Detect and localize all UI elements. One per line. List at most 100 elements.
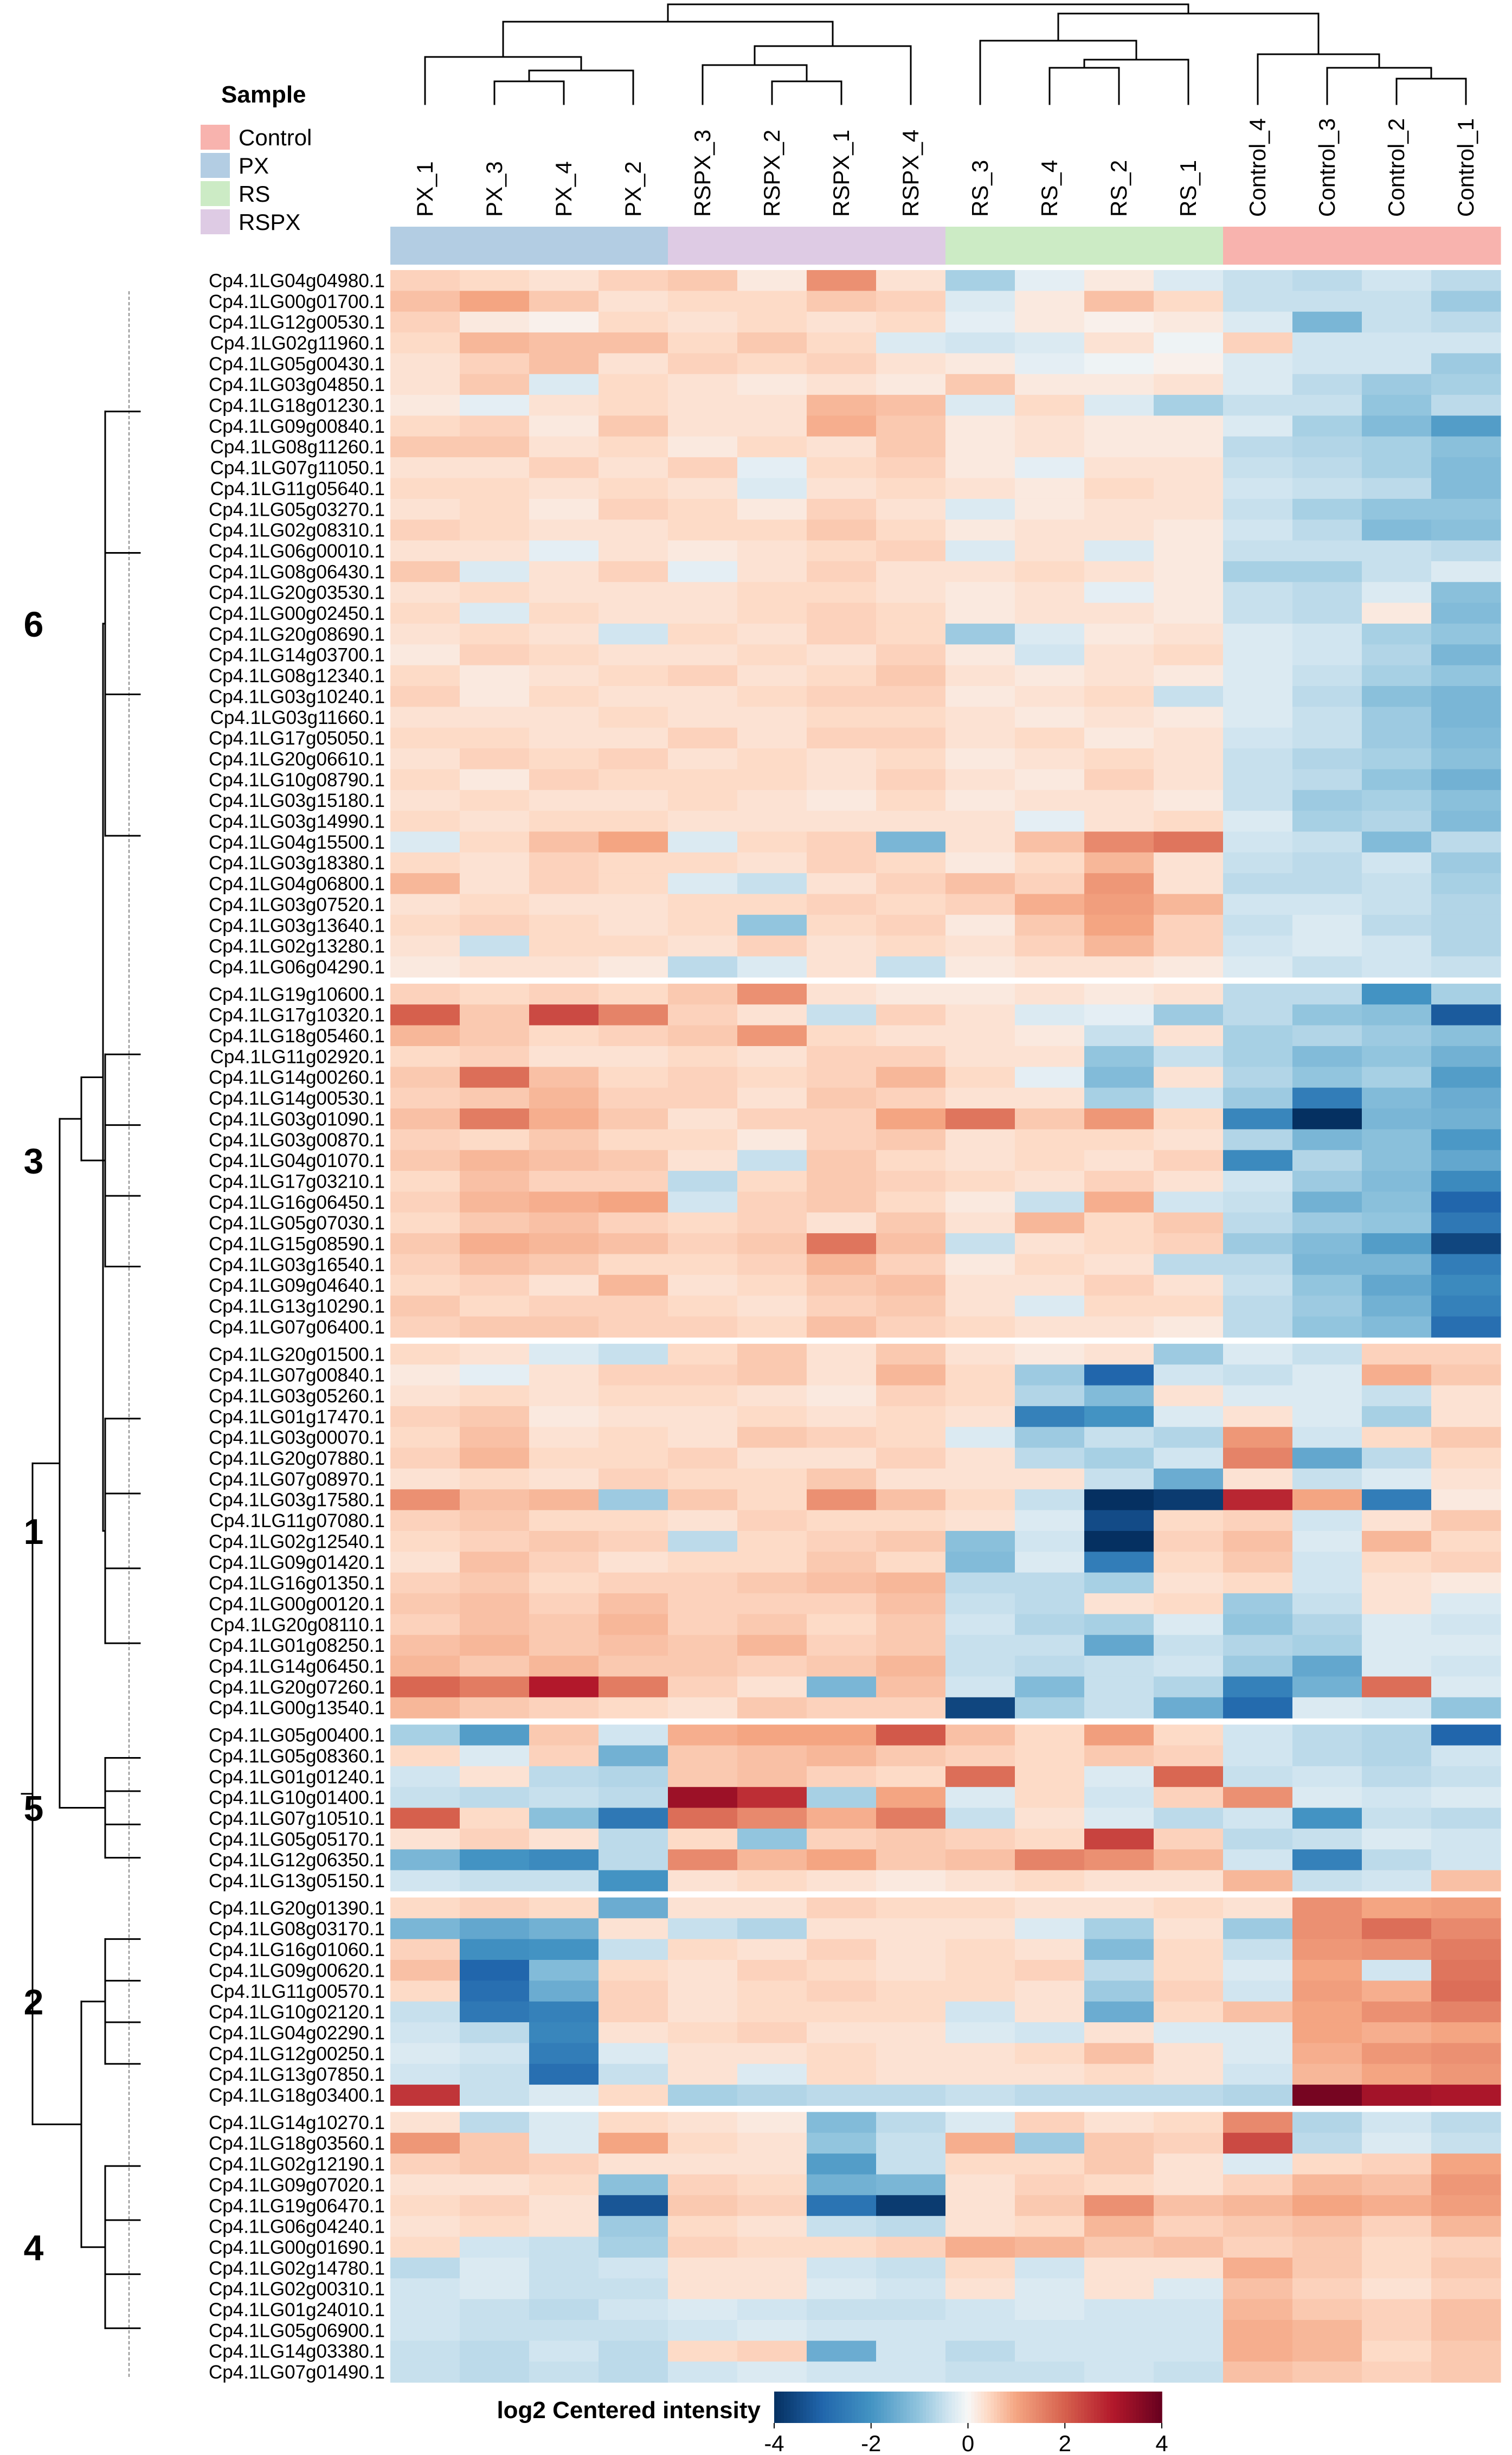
heatmap-cell [1362,270,1432,291]
heatmap-cell [807,2132,877,2154]
heatmap-cell [1223,623,1293,645]
heatmap-cell [1362,1129,1432,1151]
colorbar-segment [796,2392,801,2423]
heatmap-cell [1154,457,1224,479]
heatmap-cell [390,1025,460,1047]
heatmap-cell [807,415,877,437]
heatmap-cell [876,1572,946,1594]
heatmap-cell [599,1364,668,1386]
heatmap-cell [1431,1150,1501,1171]
heatmap-cell [599,1870,668,1892]
colorbar-segment [806,2392,810,2423]
heatmap-cell [1154,1233,1224,1255]
heatmap-cell [1292,1254,1362,1275]
heatmap-cell [807,311,877,333]
heatmap-cell [1154,623,1224,645]
colorbar-segment [854,2392,859,2423]
heatmap-cell [599,727,668,749]
heatmap-cell [529,873,599,895]
heatmap-cell [1015,561,1085,582]
heatmap-cell [1362,2063,1432,2085]
heatmap-cell [1292,2112,1362,2133]
heatmap-cell [1015,2063,1085,2085]
heatmap-cell [599,1025,668,1047]
group-annotation-cell [876,227,946,265]
heatmap-cell [1223,1676,1293,1698]
heatmap-cell [1084,2112,1154,2133]
heatmap-cell [390,1296,460,1317]
heatmap-cell [1362,1787,1432,1809]
heatmap-cell [1084,2022,1154,2043]
legend-swatch-px [201,153,230,178]
heatmap-cell [1223,935,1293,957]
heatmap-cell [1362,790,1432,811]
heatmap-cell [1084,1004,1154,1026]
heatmap-cell [668,1296,738,1317]
heatmap-cell [668,353,738,375]
heatmap-cell [460,2153,530,2175]
gene-label: Cp4.1LG07g10510.1 [209,1808,385,1829]
colorbar-segment [1068,2392,1072,2423]
heatmap-cell [1292,665,1362,687]
heatmap-cell [1292,1087,1362,1109]
heatmap-cell [1362,1960,1432,1981]
heatmap-cell [1223,707,1293,728]
heatmap-cell [1362,332,1432,354]
column-label: Control_2 [1384,118,1409,217]
heatmap-cell [807,644,877,666]
heatmap-cell [807,2174,877,2196]
heatmap-cell [807,790,877,811]
colorbar-segment [1113,2392,1117,2423]
heatmap-cell [529,415,599,437]
heatmap-cell [945,1725,1015,1746]
heatmap-cell [1223,1212,1293,1234]
heatmap-cell [1223,582,1293,604]
heatmap-cell [945,1468,1015,1490]
heatmap-cell [1154,1656,1224,1677]
colorbar-segment [1055,2392,1059,2423]
heatmap-cell [1362,811,1432,832]
heatmap-cell [1154,1939,1224,1960]
heatmap-cell [1154,2153,1224,2175]
heatmap-cell [807,1614,877,1636]
heatmap-cell [668,1918,738,1940]
heatmap-cell [1154,1634,1224,1656]
heatmap-cell [529,935,599,957]
heatmap-cell [1223,1489,1293,1511]
column-label: RSPX_1 [828,130,854,217]
heatmap-cell [460,1385,530,1407]
heatmap-cell [1223,1385,1293,1407]
heatmap-cell [1015,1067,1085,1088]
heatmap-cell [668,983,738,1005]
heatmap-cell [945,1787,1015,1809]
heatmap-cell [599,2236,668,2258]
heatmap-cell [1015,623,1085,645]
heatmap-cell [737,1807,807,1829]
heatmap-cell [737,602,807,624]
heatmap-cell [460,520,530,541]
heatmap-cell [529,1296,599,1317]
heatmap-cell [1015,686,1085,707]
heatmap-cell [807,983,877,1005]
heatmap-cell [668,1828,738,1850]
colorbar-segment [958,2392,962,2423]
heatmap-cell [1015,1364,1085,1386]
heatmap-cell [1015,436,1085,458]
heatmap-cell [460,1046,530,1067]
heatmap-cell [599,2043,668,2065]
heatmap-cell [876,1614,946,1636]
heatmap-cell [737,873,807,895]
heatmap-cell [599,582,668,604]
heatmap-cell [1431,1766,1501,1787]
heatmap-cell [945,2341,1015,2362]
heatmap-cell [1015,769,1085,791]
heatmap-cell [599,2001,668,2023]
heatmap-cell [876,1980,946,2002]
heatmap-cell [945,935,1015,957]
heatmap-cell [1015,1212,1085,1234]
gene-label: Cp4.1LG18g03400.1 [209,2085,385,2106]
heatmap-cell [1084,2319,1154,2341]
gene-label: Cp4.1LG12g06350.1 [209,1850,385,1871]
heatmap-cell [1154,956,1224,978]
heatmap-cell [599,602,668,624]
